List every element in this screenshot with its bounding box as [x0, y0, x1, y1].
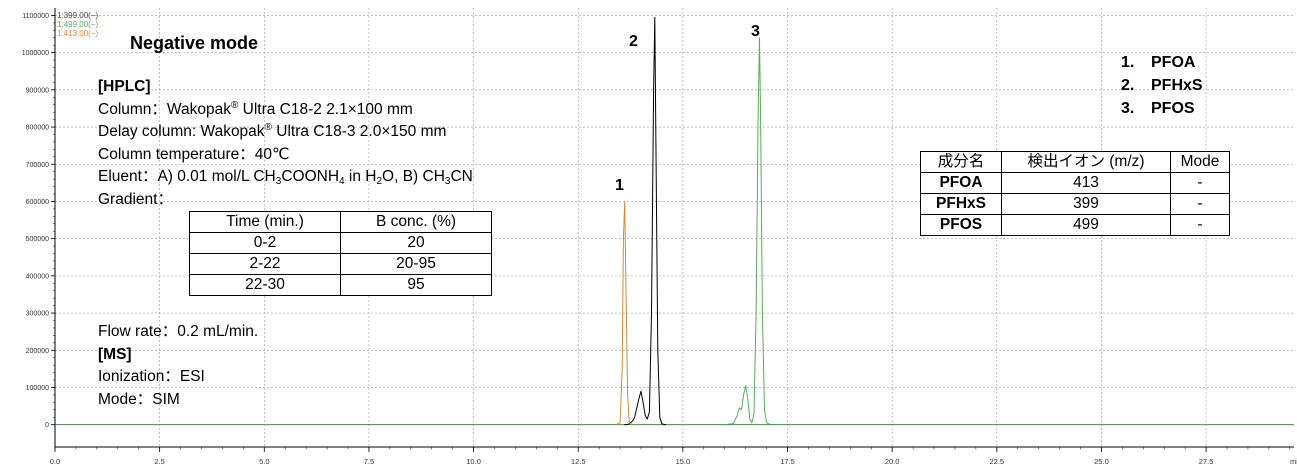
peak-label-1: 1	[615, 177, 624, 194]
x-tick-label: 2.5	[154, 457, 164, 466]
gradient-header-bconc: B conc. (%)	[340, 211, 492, 233]
column-temperature-line: Column temperature：40℃	[98, 145, 290, 163]
y-tick-label: 0	[45, 422, 49, 429]
chromatogram-traces	[55, 16, 1294, 426]
flow-rate-line: Flow rate：0.2 mL/min.	[98, 323, 259, 340]
y-tick-label: 400000	[26, 273, 49, 280]
hplc-heading: [HPLC]	[98, 78, 151, 95]
x-tick-label: 20.0	[885, 457, 900, 466]
trace-legend-399: 1:399.00(−)	[57, 11, 99, 20]
eluent-line: Eluent：A) 0.01 mol/L CH3COONH4 in H2O, B…	[98, 168, 473, 188]
ms-heading: [MS]	[98, 345, 132, 363]
gradient-cell: 20	[340, 232, 492, 254]
y-tick-label: 900000	[26, 87, 49, 94]
gradient-cell: 0-2	[189, 232, 341, 254]
ion-header-compound: 成分名	[920, 151, 1002, 173]
gradient-cell: 20-95	[340, 253, 492, 275]
y-tick-label: 300000	[26, 311, 49, 318]
gradient-table-row: 2-22 20-95	[189, 253, 492, 275]
trace-line-3	[615, 201, 633, 426]
ion-table-row: PFOS 499 -	[920, 214, 1230, 236]
y-tick-label: 1000000	[22, 50, 49, 57]
trace-legend-413: 1:413.00(−)	[57, 29, 99, 38]
gradient-cell: 22-30	[189, 274, 341, 296]
gradient-cell: 2-22	[189, 253, 341, 275]
ionization-line: Ionization：ESI	[98, 368, 205, 386]
compound-legend: 1. PFOA 2. PFHxS 3. PFOS	[1121, 51, 1203, 120]
ion-table-header: 成分名 検出イオン (m/z) Mode	[920, 151, 1230, 173]
gradient-cell: 95	[340, 274, 492, 296]
compound-legend-item: 3. PFOS	[1121, 100, 1195, 117]
x-tick-label: 10.0	[466, 457, 481, 466]
x-tick-label: 27.5	[1199, 457, 1214, 466]
chart-title: Negative mode	[130, 33, 259, 53]
x-tick-label: 7.5	[364, 457, 374, 466]
ion-cell: 413	[1001, 172, 1171, 194]
ion-table-row: PFHxS 399 -	[920, 193, 1230, 215]
column-line: Column：Wakopak® Ultra C18-2 2.1×100 mm	[98, 99, 413, 118]
gradient-label: Gradient：	[98, 190, 173, 208]
compound-legend-item: 2. PFHxS	[1121, 77, 1203, 94]
y-tick-label: 200000	[26, 348, 49, 355]
ion-cell: -	[1170, 193, 1230, 215]
gradient-header-time: Time (min.)	[189, 211, 341, 233]
compound-legend-item: 1. PFOA	[1121, 54, 1196, 71]
peak-label-3: 3	[751, 23, 760, 40]
x-tick-label: 5.0	[259, 457, 269, 466]
method-description: [HPLC] Column：Wakopak® Ultra C18-2 2.1×1…	[98, 76, 473, 212]
ion-cell: -	[1170, 214, 1230, 236]
gradient-table-row: 22-30 95	[189, 274, 492, 296]
ion-header-mode: Mode	[1170, 151, 1230, 173]
ion-cell: PFOS	[920, 214, 1002, 236]
ion-cell: 499	[1001, 214, 1171, 236]
ion-cell: 399	[1001, 193, 1171, 215]
ion-table: 成分名 検出イオン (m/z) Mode PFOA 413 - PFHxS 39…	[920, 151, 1230, 236]
x-tick-label: 12.5	[571, 457, 586, 466]
mode-line: Mode：SIM	[98, 390, 180, 408]
ion-table-row: PFOA 413 -	[920, 172, 1230, 194]
peak-label-2: 2	[629, 33, 638, 50]
trace-legend: 1:399.00(−) 1:499.00(−) 1:413.00(−)	[57, 11, 98, 38]
trace-line-2	[724, 37, 772, 426]
trace-legend-499: 1:499.00(−)	[57, 20, 99, 29]
gradient-table: Time (min.) B conc. (%) 0-2 20 2-22 20-9…	[189, 211, 492, 296]
x-tick-label: 22.5	[990, 457, 1005, 466]
ms-description: Flow rate：0.2 mL/min. [MS] Ionization：ES…	[98, 321, 258, 411]
y-tick-label: 700000	[26, 162, 49, 169]
y-tick-label: 800000	[26, 125, 49, 132]
gradient-table-header: Time (min.) B conc. (%)	[189, 211, 492, 233]
x-tick-label: 15.0	[676, 457, 691, 466]
ion-cell: -	[1170, 172, 1230, 194]
delay-column-line: Delay column: Wakopak® Ultra C18-3 2.0×1…	[98, 122, 447, 141]
ion-cell: PFHxS	[920, 193, 1002, 215]
x-axis-ticks: 0.0 2.5 5.0 7.5 10.0 12.5 15.0 17.5 20.0 22.5 25.0…	[50, 447, 1297, 466]
gradient-table-row: 0-2 20	[189, 232, 492, 254]
x-tick-label: 0.0	[50, 457, 60, 466]
y-axis-ticks: 0 100000 200000 300000 400000 500000 600000 700…	[22, 13, 55, 429]
trace-line-1	[624, 16, 667, 426]
y-tick-label: 100000	[26, 385, 49, 392]
x-tick-label: 17.5	[780, 457, 795, 466]
y-tick-label: 600000	[26, 199, 49, 206]
y-tick-label: 1100000	[22, 13, 49, 20]
y-tick-label: 500000	[26, 236, 49, 243]
x-tick-label: 25.0	[1094, 457, 1109, 466]
ion-header-ion: 検出イオン (m/z)	[1001, 151, 1171, 173]
axes	[54, 8, 1294, 448]
ion-cell: PFOA	[920, 172, 1002, 194]
x-axis-label: mi	[1290, 457, 1297, 466]
